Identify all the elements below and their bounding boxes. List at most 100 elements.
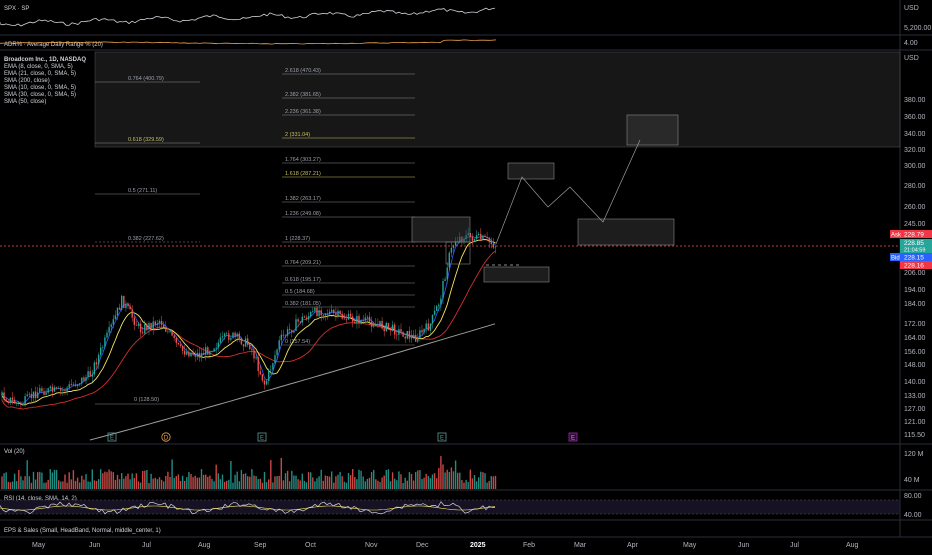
x-axis[interactable]: May Jun Jul Aug Sep Oct Nov Dec 2025 Feb… <box>32 542 859 549</box>
event-marker[interactable]: E <box>437 432 447 442</box>
fib-right-4: 2 (331.04) <box>285 132 310 138</box>
volume-bar <box>284 473 287 489</box>
event-marker[interactable]: E <box>107 432 117 442</box>
volume-bar <box>13 473 16 489</box>
candle-body <box>87 371 89 378</box>
volume-bar <box>11 481 14 489</box>
candle-body <box>324 313 327 316</box>
y-tick: 280.00 <box>904 183 926 190</box>
volume-bar <box>494 475 497 489</box>
spx-currency: USD <box>904 5 919 12</box>
candle-body <box>205 347 207 355</box>
ema8-line <box>1 235 496 405</box>
rsi-tick: 40.00 <box>904 512 922 519</box>
volume-bar <box>368 477 371 489</box>
volume-bar <box>89 481 91 489</box>
volume-bar <box>129 479 131 489</box>
volume-bar <box>410 473 413 489</box>
event-marker-glyph: E <box>110 436 114 442</box>
y-tick: 172.00 <box>904 321 926 328</box>
candle-body <box>459 236 461 242</box>
candle-body <box>387 322 390 328</box>
main-y-axis[interactable]: 380.00 360.00 340.00 320.00 300.00 280.0… <box>904 97 926 439</box>
fib-right-9: 1 (228.37) <box>285 236 310 242</box>
candle-body <box>385 322 387 332</box>
volume-bar <box>184 481 186 489</box>
volume-bar <box>337 474 339 489</box>
candle-body <box>234 332 236 337</box>
volume-bar <box>118 479 121 489</box>
candle-body <box>373 326 375 327</box>
volume-bar <box>18 470 20 489</box>
event-marker[interactable]: D <box>161 432 171 442</box>
volume-bar <box>74 480 77 489</box>
volume-bar <box>121 473 123 489</box>
volume-bar <box>265 482 268 489</box>
volume-bar <box>278 475 280 489</box>
volume-bar <box>76 477 79 489</box>
volume-bar <box>488 480 490 489</box>
volume-bar <box>156 479 159 489</box>
volume-bar <box>26 460 28 489</box>
event-marker[interactable]: E <box>568 432 578 442</box>
candle-body <box>488 237 490 243</box>
volume-bar <box>116 474 119 489</box>
volume-bar <box>49 469 51 489</box>
candle-body <box>318 310 320 317</box>
candle-body <box>125 303 127 308</box>
candle-body <box>83 377 85 381</box>
candle-body <box>419 330 421 338</box>
volume-bar <box>232 482 234 489</box>
volume-bar <box>457 472 459 489</box>
candle-body <box>291 330 293 333</box>
volume-bar <box>379 482 381 489</box>
volume-bar <box>211 479 213 489</box>
volume-bar <box>200 469 203 489</box>
volume-bar <box>295 475 297 489</box>
candle-body <box>177 342 180 345</box>
candle-body <box>127 303 129 307</box>
candle-body <box>307 316 310 320</box>
candle-body <box>249 344 251 350</box>
y-tick: 245.00 <box>904 221 926 228</box>
candle-body <box>442 281 444 299</box>
candle-body <box>276 349 278 356</box>
candle-body <box>347 313 350 320</box>
volume-bar <box>179 480 182 489</box>
y-tick: 184.00 <box>904 301 926 308</box>
volume-bar <box>3 473 5 489</box>
volume-bar <box>305 482 308 489</box>
y-tick: 121.00 <box>904 419 926 426</box>
volume-bar <box>16 481 18 489</box>
event-marker[interactable]: E <box>257 432 267 442</box>
candle-body <box>406 331 408 339</box>
volume-bar <box>127 473 129 489</box>
volume-bar <box>221 474 224 489</box>
fib-right-10: 0.764 (209.21) <box>285 260 321 266</box>
y-tick: 133.00 <box>904 393 926 400</box>
volume-bar <box>192 477 194 489</box>
volume-bar <box>217 473 219 489</box>
volume-bar <box>41 472 43 489</box>
volume-bar <box>51 472 54 489</box>
volume-bar <box>389 481 392 489</box>
y-tick: 300.00 <box>904 163 926 170</box>
volume-bar <box>194 475 196 489</box>
candle-body <box>293 330 295 333</box>
target-box-3 <box>626 114 679 146</box>
dec-inner-box <box>445 241 471 265</box>
volume-bar <box>465 479 467 489</box>
x-tick: May <box>683 542 697 549</box>
volume-bar <box>429 478 432 489</box>
candle-body <box>370 321 373 327</box>
candle-body <box>228 333 230 340</box>
candle-body <box>112 319 114 325</box>
candle-body <box>41 388 43 392</box>
y-tick: 194.00 <box>904 287 926 294</box>
volume-bar <box>70 479 72 489</box>
volume-bar <box>9 482 12 489</box>
volume-bar <box>452 471 455 489</box>
volume-bar <box>475 481 478 489</box>
candle-body <box>93 362 96 375</box>
